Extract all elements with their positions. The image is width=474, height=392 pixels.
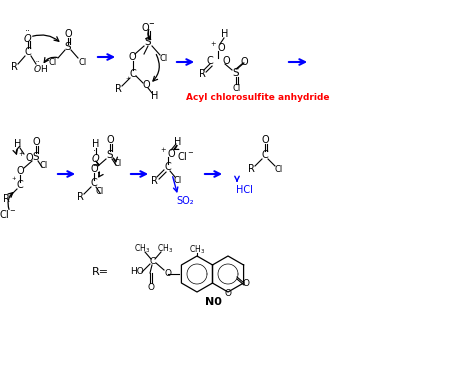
Text: O: O [32,137,40,147]
Text: O: O [64,29,72,39]
Text: C: C [207,56,213,66]
Text: $\ddot{O}$: $\ddot{O}$ [23,29,33,45]
Text: Cl: Cl [160,53,168,62]
Text: S: S [233,68,239,78]
Text: Cl: Cl [275,165,283,174]
Text: HCl: HCl [236,185,253,195]
Text: O: O [142,80,150,90]
Text: Cl: Cl [79,58,87,67]
Text: CH$_3$: CH$_3$ [134,243,150,255]
Text: N0: N0 [205,297,221,307]
Text: C: C [17,180,23,190]
Text: SO₂: SO₂ [176,196,194,206]
Text: C: C [164,162,172,172]
Text: O: O [90,164,98,174]
Text: S: S [145,37,151,47]
Text: O: O [164,269,172,278]
Text: HO: HO [130,267,144,276]
Text: $\ddot{O}$: $\ddot{O}$ [91,149,100,165]
Text: Cl$^-$: Cl$^-$ [0,208,17,220]
Text: O: O [243,278,249,287]
Text: R: R [10,62,18,72]
Text: H: H [174,137,182,147]
Text: O: O [147,283,155,292]
Text: Cl: Cl [174,176,182,185]
Text: C: C [129,69,137,79]
Text: O: O [225,289,231,298]
Text: $^+$: $^+$ [125,76,132,85]
Text: O: O [261,135,269,145]
Text: Acyl chlorosulfite anhydride: Acyl chlorosulfite anhydride [186,93,330,102]
Text: C: C [25,47,31,57]
Text: R: R [247,164,255,174]
Text: Cl$^-$: Cl$^-$ [177,150,195,162]
Text: R=: R= [91,267,109,277]
Text: O$^{\boldsymbol{-}}$: O$^{\boldsymbol{-}}$ [141,21,155,33]
Text: O: O [16,166,24,176]
Text: $^+$: $^+$ [10,176,18,185]
Text: $^+$O: $^+$O [209,40,227,54]
Text: S: S [64,42,71,52]
Text: H: H [92,139,100,149]
Text: $\ddot{O}$H: $\ddot{O}$H [33,61,47,75]
Text: C: C [150,258,156,267]
Text: S: S [107,150,113,160]
Text: S: S [33,152,39,162]
Text: R: R [151,176,157,186]
Text: $^+$O: $^+$O [159,147,177,160]
Text: H: H [151,91,159,101]
Text: $^+$O: $^+$O [17,151,35,163]
Text: Cl: Cl [96,187,104,196]
Text: Cl: Cl [114,158,122,167]
Text: H: H [14,139,22,149]
Text: O: O [222,56,230,66]
Text: C: C [91,178,97,188]
Text: R: R [199,69,205,79]
Text: C: C [262,150,268,160]
Text: R: R [2,194,9,204]
Text: CH$_3$: CH$_3$ [189,244,205,256]
Text: H: H [221,29,228,39]
Text: CH$_3$: CH$_3$ [157,243,173,255]
Text: R: R [77,192,83,202]
Text: R: R [115,84,121,94]
Text: Cl: Cl [49,58,57,67]
Text: Cl: Cl [40,160,48,169]
Text: O: O [128,52,136,62]
Text: O: O [106,135,114,145]
Text: Cl: Cl [233,83,241,93]
Text: O: O [240,57,248,67]
